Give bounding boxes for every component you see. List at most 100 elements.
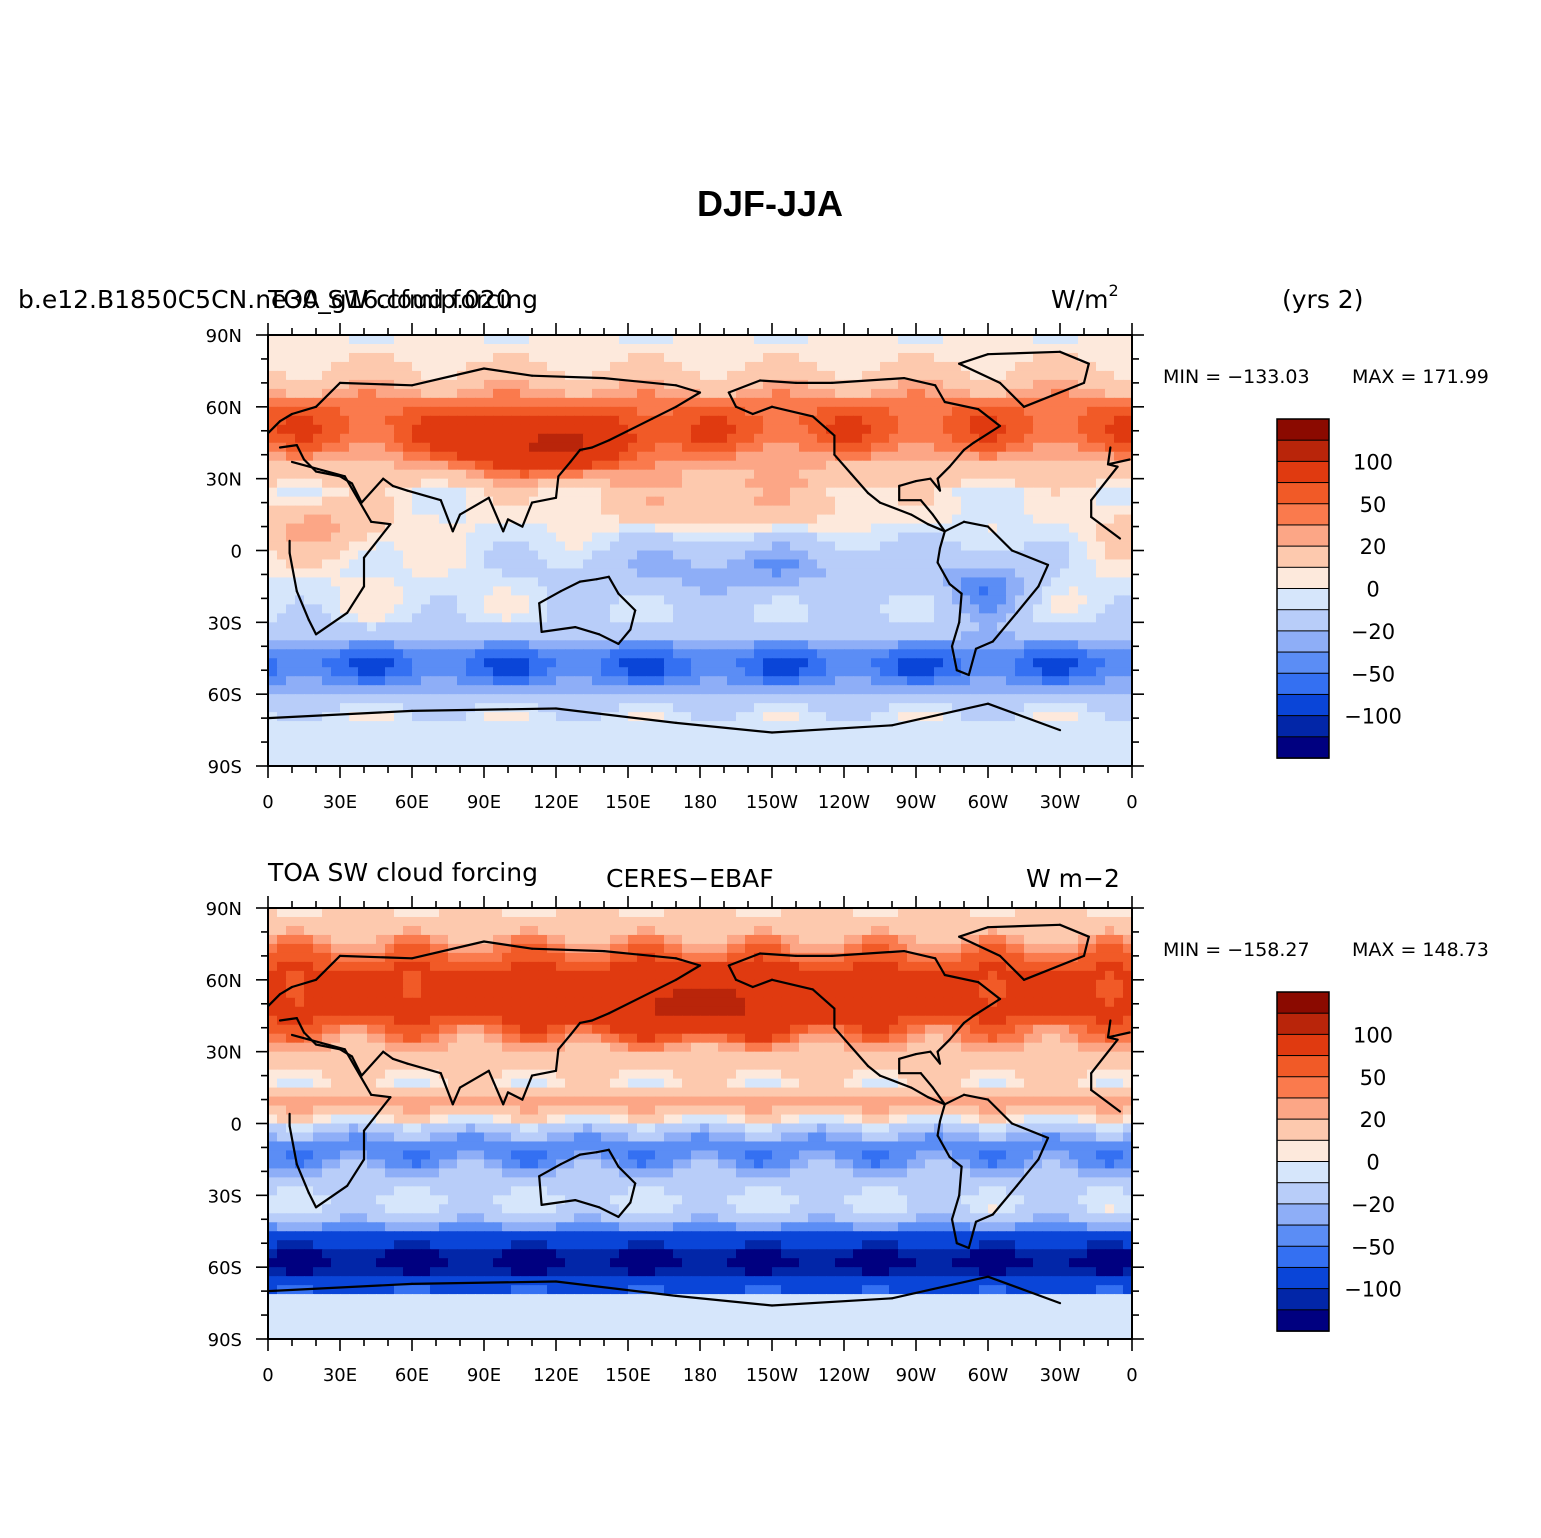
heatmap-cell (1024, 478, 1034, 489)
heatmap-cell (1024, 568, 1034, 579)
heatmap-cell (943, 424, 953, 435)
heatmap-cell (583, 658, 593, 668)
heatmap-cell (583, 397, 593, 408)
heatmap-cell (1033, 908, 1043, 918)
heatmap-cell (1078, 415, 1088, 426)
heatmap-cell (961, 541, 971, 552)
heatmap-cell (412, 388, 422, 399)
heatmap-cell (871, 577, 881, 588)
heatmap-cell (736, 908, 746, 918)
heatmap-cell (268, 685, 278, 695)
heatmap-cell (970, 577, 980, 588)
heatmap-cell (754, 640, 764, 650)
heatmap-cell (457, 667, 467, 677)
heatmap-cell (772, 604, 782, 614)
heatmap-cell (718, 478, 728, 489)
heatmap-cell (763, 550, 773, 561)
heatmap-cell (565, 451, 575, 462)
heatmap-cell (430, 586, 440, 596)
heatmap-cell (736, 631, 746, 641)
heatmap-cell (349, 739, 359, 749)
heatmap-cell (1123, 676, 1132, 686)
heatmap-cell (592, 595, 602, 605)
heatmap-cell (1024, 505, 1034, 516)
heatmap-cell (898, 595, 908, 605)
heatmap-cell (745, 496, 755, 507)
heatmap-cell (385, 514, 395, 525)
heatmap-cell (808, 640, 818, 650)
heatmap-cell (826, 487, 836, 498)
heatmap-cell (538, 667, 548, 677)
heatmap-cell (664, 658, 674, 668)
heatmap-cell (1006, 640, 1016, 650)
heatmap-cell (556, 649, 566, 659)
heatmap-cell (691, 908, 701, 918)
heatmap-cell (475, 559, 485, 570)
heatmap-cell (1069, 676, 1079, 686)
heatmap-cell (367, 550, 377, 561)
heatmap-cell (637, 523, 647, 534)
heatmap-cell (853, 487, 863, 498)
heatmap-cell (601, 514, 611, 525)
heatmap-cell (979, 712, 989, 722)
heatmap-cell (340, 703, 350, 713)
panel1-map-field (268, 335, 1132, 766)
heatmap-cell (709, 748, 719, 758)
heatmap-cell (502, 694, 512, 704)
heatmap-cell (421, 397, 431, 408)
heatmap-cell (502, 451, 512, 462)
heatmap-cell (511, 415, 521, 426)
heatmap-cell (961, 757, 971, 766)
heatmap-cell (934, 757, 944, 766)
heatmap-cell (376, 595, 386, 605)
heatmap-cell (349, 730, 359, 740)
heatmap-cell (952, 703, 962, 713)
heatmap-cell (817, 397, 827, 408)
heatmap-cell (961, 676, 971, 686)
coastline-segment (598, 633, 620, 646)
heatmap-cell (385, 622, 395, 632)
heatmap-cell (817, 370, 827, 381)
heatmap-cell (646, 757, 656, 766)
heatmap-cell (556, 487, 566, 498)
heatmap-cell (1069, 370, 1079, 381)
heatmap-cell (592, 514, 602, 525)
heatmap-cell (781, 415, 791, 426)
heatmap-cell (493, 343, 503, 354)
heatmap-cell (430, 523, 440, 534)
heatmap-cell (583, 379, 593, 390)
heatmap-cell (673, 712, 683, 722)
heatmap-cell (727, 424, 737, 435)
heatmap-cell (268, 478, 278, 489)
heatmap-cell (466, 496, 476, 507)
heatmap-cell (898, 667, 908, 677)
heatmap-cell (880, 694, 890, 704)
heatmap-cell (763, 703, 773, 713)
heatmap-cell (907, 577, 917, 588)
heatmap-cell (943, 721, 953, 731)
heatmap-cell (403, 460, 413, 471)
heatmap-cell (1015, 667, 1025, 677)
heatmap-cell (664, 559, 674, 570)
heatmap-cell (1015, 424, 1025, 435)
heatmap-cell (565, 487, 575, 498)
heatmap-cell (403, 685, 413, 695)
heatmap-cell (349, 370, 359, 381)
heatmap-cell (340, 397, 350, 408)
heatmap-cell (664, 694, 674, 704)
heatmap-cell (745, 667, 755, 677)
heatmap-cell (1006, 523, 1016, 534)
heatmap-cell (979, 505, 989, 516)
heatmap-cell (844, 442, 854, 453)
heatmap-cell (637, 712, 647, 722)
heatmap-cell (1123, 595, 1132, 605)
coastline-segment (950, 645, 958, 672)
heatmap-cell (835, 433, 845, 444)
heatmap-cell (727, 739, 737, 749)
heatmap-cell (520, 487, 530, 498)
heatmap-cell (556, 613, 566, 623)
heatmap-cell (475, 514, 485, 525)
heatmap-cell (475, 658, 485, 668)
heatmap-cell (934, 613, 944, 623)
heatmap-cell (709, 649, 719, 659)
